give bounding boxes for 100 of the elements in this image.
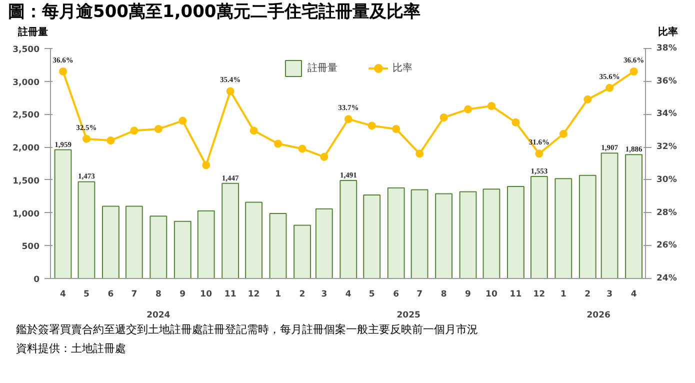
text: 2026 (586, 310, 610, 320)
x-tick-label: 10 (486, 290, 498, 300)
x-tick-label: 2 (584, 290, 591, 300)
x-tick-label: 3 (606, 290, 613, 300)
point (154, 125, 162, 133)
bar (102, 206, 120, 278)
bar (125, 206, 143, 278)
point (226, 87, 234, 96)
point (416, 150, 424, 158)
bar (530, 176, 548, 278)
point (368, 122, 376, 130)
x-tick-label: 9 (465, 290, 472, 300)
bar (197, 210, 215, 278)
y2-tick-label: 26% (656, 240, 678, 251)
point (298, 144, 306, 153)
point (512, 118, 520, 126)
bar (482, 188, 500, 278)
y2-tick-label: 24% (656, 274, 678, 284)
point (559, 130, 568, 138)
chart-title: 圖：每月逾500萬至1,000萬元二手住宅註冊量及比率 (8, 1, 420, 24)
bar (387, 187, 405, 278)
point (178, 116, 187, 125)
x-tick-label: 12 (248, 290, 260, 300)
point (630, 68, 638, 76)
y-tick-label: 0 (34, 275, 40, 285)
point (392, 125, 400, 133)
point (106, 136, 115, 144)
x-tick-label: 8 (155, 290, 162, 300)
x-tick-label: 1 (275, 290, 282, 300)
x-tick-label: 5 (84, 290, 90, 300)
bar (245, 202, 262, 278)
y2-tick-label: 30% (656, 174, 678, 185)
y-tick-label: 3,500 (12, 45, 40, 55)
x-tick-label: 12 (533, 290, 546, 300)
x-tick-label: 4 (630, 290, 637, 300)
y2-axis-title: 比率 (658, 26, 678, 40)
x-tick-label: 5 (368, 290, 375, 300)
bar (435, 193, 452, 278)
bar (315, 208, 333, 278)
legend-label: 註冊量 (308, 62, 338, 75)
y-tick-label: 3,000 (12, 78, 40, 88)
point (584, 95, 592, 104)
x-tick-label: 7 (131, 290, 138, 300)
x-tick-label: 11 (510, 290, 522, 300)
bar (78, 181, 96, 278)
x-tick-label: 9 (180, 290, 186, 300)
text: 鑑於簽署買賣合約至遞交到土地註冊處註冊登記需時，每月註冊個案一般主要反映前一個月市況 (16, 323, 478, 336)
point (130, 126, 138, 135)
x-tick-label: 2 (299, 290, 306, 300)
text: 2024 (146, 310, 170, 320)
y2-tick-label: 28% (656, 208, 678, 218)
x-tick-label: 7 (416, 290, 423, 300)
bar (507, 186, 524, 278)
point (274, 140, 282, 148)
y-tick-label: 2,000 (12, 144, 40, 154)
point (59, 68, 68, 76)
y-tick-label: 1,500 (12, 176, 40, 186)
bar (269, 212, 287, 278)
text: 2025 (396, 310, 421, 320)
bar (294, 224, 311, 278)
bar (625, 154, 642, 278)
point (487, 102, 496, 110)
point (606, 84, 614, 92)
bar (150, 216, 168, 278)
legend-label: 比率 (392, 62, 412, 75)
x-tick-label: 1 (560, 290, 566, 300)
point (535, 150, 544, 158)
x-tick-label: 3 (321, 290, 328, 300)
text: 資料提供：土地註冊處 (16, 342, 126, 355)
y2-tick-label: 38% (656, 44, 678, 54)
x-tick-label: 6 (393, 290, 400, 300)
point (320, 152, 328, 161)
y-tick-label: 1,000 (12, 209, 40, 220)
x-tick-label: 10 (200, 290, 212, 300)
y2-tick-label: 34% (656, 109, 678, 120)
y-axis-title: 註冊量 (18, 26, 48, 40)
point (202, 161, 210, 170)
bar (459, 191, 477, 278)
point (440, 114, 448, 122)
bar (222, 182, 240, 278)
y2-tick-label: 36% (656, 76, 678, 86)
point (250, 126, 258, 135)
x-tick-label: 4 (345, 290, 352, 300)
bar (340, 180, 358, 278)
y2-tick-label: 32% (656, 142, 678, 152)
bar (554, 178, 572, 278)
bar (54, 149, 72, 278)
y-tick-label: 2,500 (12, 110, 40, 121)
point (82, 134, 90, 143)
bar (600, 152, 618, 278)
bar (410, 189, 428, 278)
x-tick-label: 4 (60, 290, 66, 300)
x-tick-label: 11 (224, 290, 236, 300)
bar (363, 194, 381, 278)
y-tick-label: 500 (22, 242, 40, 252)
point (464, 105, 472, 114)
bar (174, 220, 192, 278)
bar (578, 174, 596, 278)
x-tick-label: 8 (440, 290, 447, 300)
x-tick-label: 6 (108, 290, 114, 300)
